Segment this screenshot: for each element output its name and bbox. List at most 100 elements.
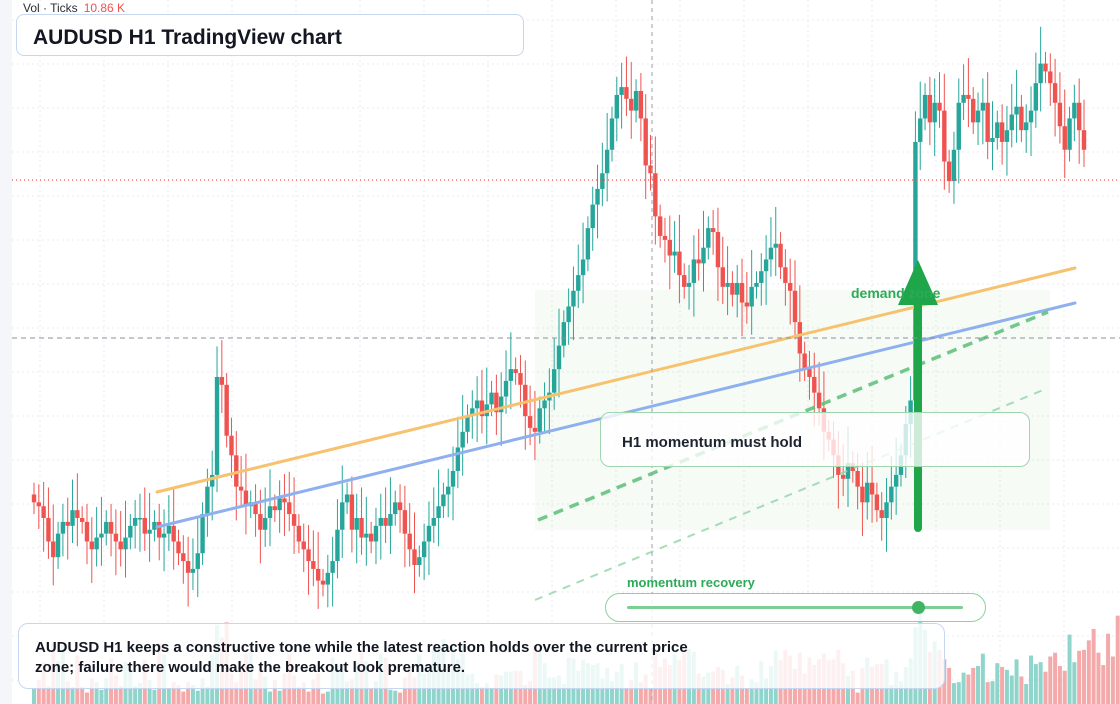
candle-body (79, 517, 85, 522)
candle-body (523, 384, 528, 417)
volume-bar (1067, 634, 1072, 704)
candle-body (1067, 118, 1072, 150)
volume-bar (1019, 676, 1024, 704)
demand-zone-label: demand zone (851, 285, 941, 301)
candle-body (190, 568, 196, 573)
candle-body (349, 494, 355, 530)
candle-body (619, 87, 624, 95)
candle-body (1057, 102, 1063, 127)
candle-body (383, 517, 388, 526)
volume-bar (181, 691, 186, 704)
candle-body (999, 122, 1005, 142)
volume-bar (176, 685, 181, 704)
volume-bar (325, 691, 330, 704)
volume-indicator-label: Vol · Ticks 10.86 K (23, 1, 125, 15)
candle-body (869, 482, 875, 495)
candle-body (537, 408, 542, 432)
candle-body (344, 494, 350, 503)
candle-body (200, 514, 205, 554)
candle-body (759, 271, 764, 283)
volume-bar (113, 675, 118, 704)
candle-body (580, 259, 586, 276)
candle-body (137, 517, 143, 520)
slider-thumb[interactable] (911, 601, 925, 614)
candle-body (739, 282, 745, 303)
candle-body (108, 521, 114, 534)
volume-bar (234, 682, 239, 704)
volume-bar (104, 678, 109, 704)
momentum-slider[interactable] (605, 593, 986, 622)
volume-bar (1115, 615, 1120, 704)
candle-body (855, 470, 860, 487)
volume-bar (1101, 665, 1106, 704)
candlestick-series (31, 26, 1087, 609)
candle-body (46, 517, 51, 542)
candle-body (142, 517, 147, 534)
volume-bar (94, 682, 99, 704)
volume-bar (1091, 628, 1096, 704)
candle-body (470, 408, 475, 417)
volume-bar (1038, 662, 1043, 704)
volume-bar (1082, 649, 1086, 704)
candle-body (397, 502, 403, 511)
volume-bar (976, 666, 981, 704)
candle-body (113, 533, 119, 542)
candle-body (513, 369, 518, 374)
candle-body (320, 580, 326, 585)
volume-bar (744, 688, 749, 704)
volume-bar (1009, 675, 1014, 704)
candle-body (36, 502, 42, 507)
candle-body (70, 510, 75, 526)
volume-bar (701, 676, 706, 704)
candle-body (412, 549, 417, 565)
candle-body (311, 561, 316, 569)
volume-bar (523, 685, 528, 704)
volume-bar (1062, 670, 1067, 704)
volume-bar (296, 686, 301, 704)
volume-bar (947, 667, 952, 704)
candle-body (672, 251, 677, 256)
candle-body (287, 502, 292, 515)
candle-body (214, 376, 220, 475)
candle-body (927, 94, 933, 123)
volume-bar (292, 675, 297, 704)
candle-body (407, 533, 412, 550)
candle-body (181, 553, 186, 562)
candle-body (879, 510, 884, 518)
candle-body (518, 373, 523, 385)
volume-bar (46, 685, 51, 704)
candle-body (282, 498, 287, 503)
candle-body (147, 529, 152, 534)
candle-body (720, 267, 725, 287)
candle-body (291, 514, 297, 526)
candle-body (812, 376, 817, 393)
volume-bar (561, 684, 566, 704)
volume-bar (263, 676, 268, 704)
candle-body (152, 521, 157, 530)
candle-body (527, 416, 533, 428)
candle-body (1019, 106, 1024, 131)
candle-body (258, 514, 263, 530)
candle-body (340, 502, 345, 530)
candle-body (763, 259, 769, 272)
volume-bar (272, 680, 277, 704)
candle-body (951, 149, 957, 182)
candle-body (75, 510, 80, 518)
volume-bar (205, 686, 210, 704)
candle-body (773, 243, 778, 248)
candle-body (465, 416, 470, 432)
candle-body (840, 474, 846, 479)
candle-body (975, 110, 981, 123)
candle-body (1043, 63, 1048, 72)
volume-bar (1033, 664, 1038, 704)
candle-body (691, 259, 697, 283)
volume-bar (1057, 666, 1062, 704)
candle-body (643, 118, 648, 166)
candle-body (653, 173, 658, 217)
volume-bar (961, 672, 966, 704)
volume-bar (971, 667, 976, 704)
candle-body (884, 502, 889, 518)
candle-body (725, 282, 730, 287)
candle-body (715, 232, 721, 268)
